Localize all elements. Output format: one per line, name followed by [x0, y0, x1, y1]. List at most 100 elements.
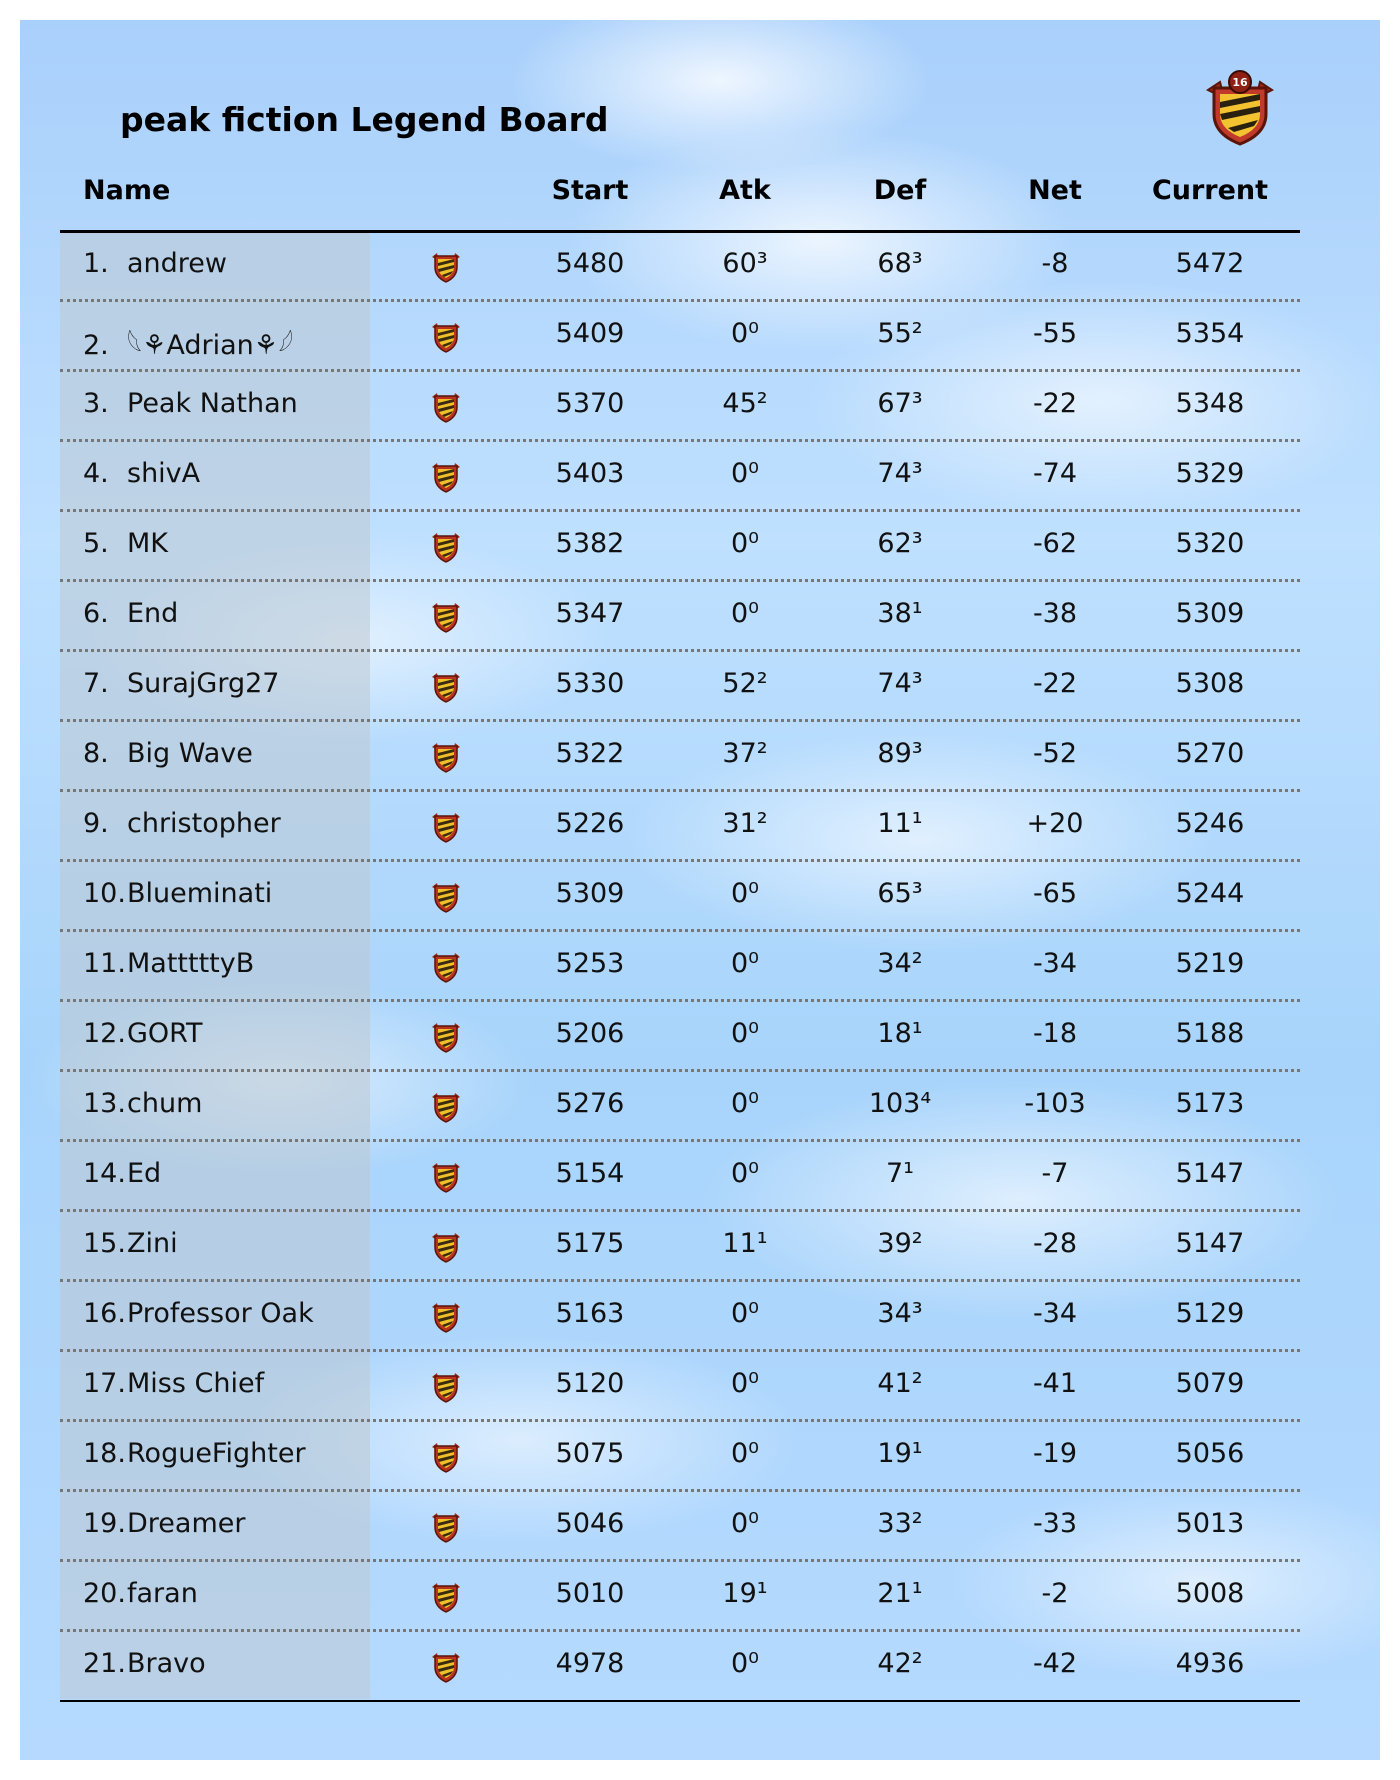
attack-trophies: 0⁰ — [730, 1088, 759, 1119]
defense-trophies: 18¹ — [877, 1018, 923, 1049]
table-row: 1. andrew 5480 60³ 68³ -8 5472 — [60, 232, 1300, 302]
clan-badge-icon — [432, 393, 460, 423]
current-trophies: 5013 — [1175, 1508, 1245, 1539]
player-name-cell: 4. shivA — [83, 458, 200, 489]
net-trophies: -7 — [1041, 1158, 1069, 1189]
player-name: MatttttyB — [127, 948, 255, 979]
player-name: SurajGrg27 — [127, 668, 280, 699]
clan-badge-icon — [432, 1233, 460, 1263]
attack-trophies: 0⁰ — [730, 1648, 759, 1679]
table-row: 17.Miss Chief 5120 0⁰ 41² -41 5079 — [60, 1352, 1300, 1422]
player-rank: 7. — [83, 668, 109, 699]
defense-trophies: 34³ — [877, 1298, 923, 1329]
defense-trophies: 41² — [877, 1368, 923, 1399]
player-name: Big Wave — [127, 738, 253, 769]
attack-trophies: 0⁰ — [730, 1298, 759, 1329]
player-name: Blueminati — [127, 878, 273, 909]
start-trophies: 4978 — [555, 1648, 625, 1679]
clan-badge-icon — [432, 253, 460, 283]
clan-badge-icon — [432, 813, 460, 843]
defense-trophies: 67³ — [877, 388, 923, 419]
player-name-cell: 8. Big Wave — [83, 738, 253, 769]
attack-trophies: 0⁰ — [730, 528, 759, 559]
net-trophies: -22 — [1032, 668, 1078, 699]
player-name-cell: 13.chum — [83, 1088, 202, 1119]
clan-badge-icon — [432, 1303, 460, 1333]
table-row: 6. End 5347 0⁰ 38¹ -38 5309 — [60, 582, 1300, 652]
attack-trophies: 11¹ — [722, 1228, 768, 1259]
attack-trophies: 0⁰ — [730, 598, 759, 629]
player-name-cell: 15.Zini — [83, 1228, 178, 1259]
net-trophies: -8 — [1041, 248, 1069, 279]
net-trophies: -52 — [1032, 738, 1078, 769]
net-trophies: -28 — [1032, 1228, 1078, 1259]
player-name: christopher — [127, 808, 281, 839]
attack-trophies: 37² — [722, 738, 768, 769]
net-trophies: -55 — [1032, 318, 1078, 349]
table-row: 12.GORT 5206 0⁰ 18¹ -18 5188 — [60, 1002, 1300, 1072]
current-trophies: 5329 — [1175, 458, 1245, 489]
player-rank: 15. — [83, 1228, 126, 1259]
player-rank: 19. — [83, 1508, 126, 1539]
player-name-cell: 19.Dreamer — [83, 1508, 245, 1539]
attack-trophies: 0⁰ — [730, 458, 759, 489]
table-row: 13.chum 5276 0⁰ 103⁴ -103 5173 — [60, 1072, 1300, 1142]
net-trophies: +20 — [1026, 808, 1084, 839]
player-name-cell: 18.RogueFighter — [83, 1438, 306, 1469]
player-name: shivA — [127, 458, 201, 489]
current-trophies: 5270 — [1175, 738, 1245, 769]
player-name: Bravo — [127, 1648, 206, 1679]
current-trophies: 5079 — [1175, 1368, 1245, 1399]
player-rank: 10. — [83, 878, 126, 909]
current-trophies: 5309 — [1175, 598, 1245, 629]
player-name-cell: 20.faran — [83, 1578, 198, 1609]
player-rank: 8. — [83, 738, 109, 769]
table-row: 5. MK 5382 0⁰ 62³ -62 5320 — [60, 512, 1300, 582]
table-row: 3. Peak Nathan 5370 45² 67³ -22 5348 — [60, 372, 1300, 442]
defense-trophies: 19¹ — [877, 1438, 923, 1469]
table-row: 4. shivA 5403 0⁰ 74³ -74 5329 — [60, 442, 1300, 512]
crest-level: 16 — [1232, 76, 1248, 89]
net-trophies: -18 — [1032, 1018, 1078, 1049]
defense-trophies: 89³ — [877, 738, 923, 769]
clan-badge-icon — [432, 1513, 460, 1543]
player-rank: 20. — [83, 1578, 126, 1609]
net-trophies: -34 — [1032, 1298, 1078, 1329]
start-trophies: 5409 — [555, 318, 625, 349]
attack-trophies: 0⁰ — [730, 1158, 759, 1189]
player-name-cell: 9. christopher — [83, 808, 281, 839]
start-trophies: 5206 — [555, 1018, 625, 1049]
start-trophies: 5010 — [555, 1578, 625, 1609]
current-trophies: 5472 — [1175, 248, 1245, 279]
attack-trophies: 0⁰ — [730, 1508, 759, 1539]
player-name-cell: 21.Bravo — [83, 1648, 206, 1679]
clan-crest-icon: 16 — [1206, 70, 1274, 146]
clan-badge-icon — [432, 673, 460, 703]
clan-badge-icon — [432, 323, 460, 353]
current-trophies: 5244 — [1175, 878, 1245, 909]
current-trophies: 5320 — [1175, 528, 1245, 559]
net-trophies: -34 — [1032, 948, 1078, 979]
current-trophies: 5188 — [1175, 1018, 1245, 1049]
start-trophies: 5330 — [555, 668, 625, 699]
current-trophies: 5147 — [1175, 1158, 1245, 1189]
board-title: peak fiction Legend Board — [120, 100, 609, 139]
start-trophies: 5480 — [555, 248, 625, 279]
clan-badge-icon — [432, 1373, 460, 1403]
name-column-shade — [60, 232, 370, 1699]
player-rank: 17. — [83, 1368, 126, 1399]
clan-badge-icon — [432, 953, 460, 983]
attack-trophies: 0⁰ — [730, 1368, 759, 1399]
clan-badge-icon — [432, 533, 460, 563]
net-trophies: -22 — [1032, 388, 1078, 419]
attack-trophies: 0⁰ — [730, 318, 759, 349]
start-trophies: 5175 — [555, 1228, 625, 1259]
table-row: 20.faran 5010 19¹ 21¹ -2 5008 — [60, 1562, 1300, 1632]
current-trophies: 5008 — [1175, 1578, 1245, 1609]
defense-trophies: 68³ — [877, 248, 923, 279]
start-trophies: 5370 — [555, 388, 625, 419]
player-name: chum — [127, 1088, 203, 1119]
leaderboard-rows: 1. andrew 5480 60³ 68³ -8 5472 2. 𓆩⚘Adrian… — [60, 232, 1300, 1702]
net-trophies: -33 — [1032, 1508, 1078, 1539]
net-trophies: -62 — [1032, 528, 1078, 559]
